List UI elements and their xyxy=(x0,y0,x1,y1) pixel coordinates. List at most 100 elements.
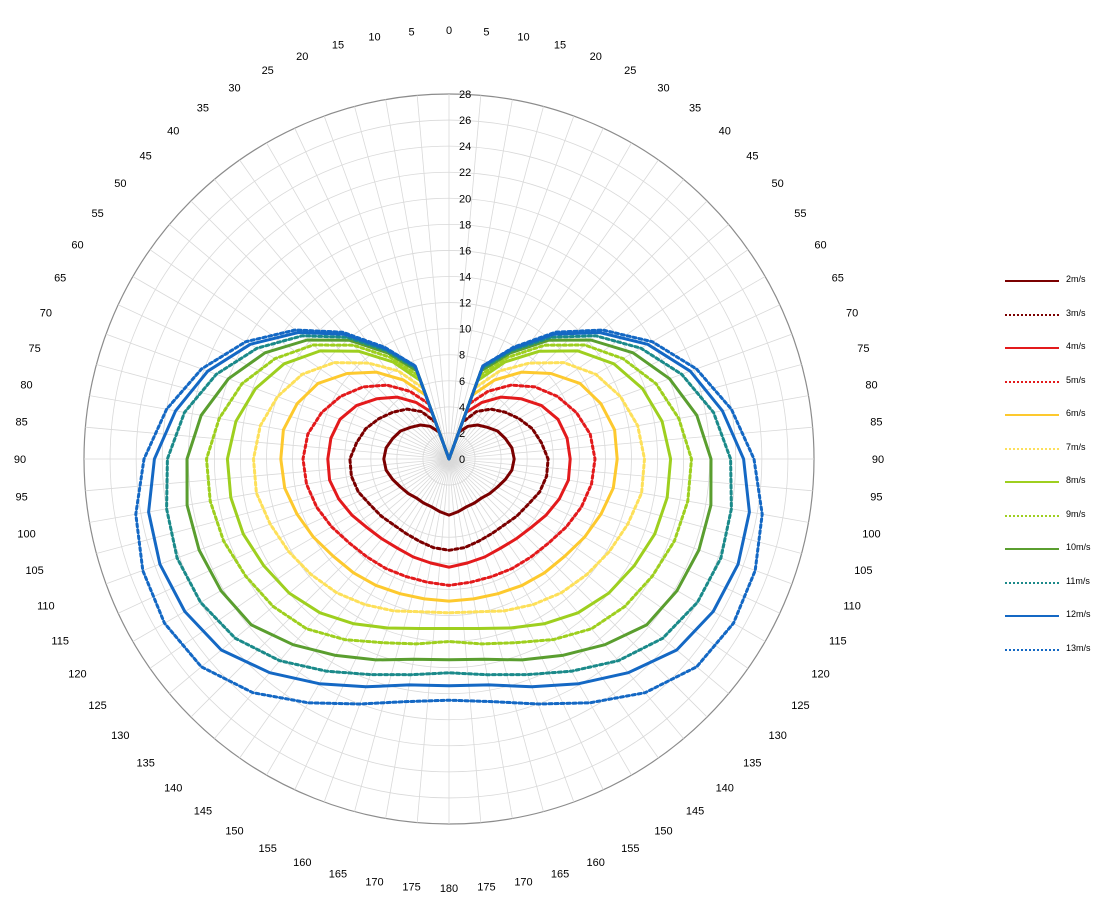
series-line-3m-s xyxy=(348,407,550,552)
grid-spoke xyxy=(448,458,659,759)
legend-item: 7m/s xyxy=(1005,440,1105,474)
series-line-2m-s xyxy=(382,423,516,517)
grid-spoke xyxy=(416,458,450,823)
grid-spoke xyxy=(85,426,450,460)
angle-label: 100 xyxy=(862,528,880,540)
grid-spoke xyxy=(448,276,766,460)
angle-label: 135 xyxy=(743,757,761,769)
grid-spoke xyxy=(132,276,450,460)
legend-label: 7m/s xyxy=(1066,441,1086,452)
angle-label: 95 xyxy=(870,491,882,503)
grid-spoke xyxy=(448,458,604,790)
angle-label: 155 xyxy=(621,843,639,855)
angle-label: 155 xyxy=(259,843,277,855)
grid-spoke xyxy=(385,458,450,819)
series-line-9m-s xyxy=(205,343,693,646)
radial-tick-label: 28 xyxy=(459,89,471,101)
angle-tick-labels: 0 5 10152025303540455055606570758085909510… xyxy=(14,25,884,895)
angle-label: 0 xyxy=(446,25,452,37)
radial-tick-label: 6 xyxy=(459,376,465,388)
angle-label: 100 xyxy=(17,528,35,540)
legend-swatch xyxy=(1005,648,1059,651)
angle-label: 30 xyxy=(228,82,240,94)
grid-spoke xyxy=(294,458,450,790)
angle-label: 110 xyxy=(37,601,55,613)
angle-label: 15 xyxy=(554,40,566,52)
grid-spoke xyxy=(448,426,813,460)
grid-spoke xyxy=(448,159,659,460)
grid-spoke xyxy=(190,200,450,460)
grid-spoke xyxy=(448,458,482,823)
radial-tick-label: 22 xyxy=(459,167,471,179)
angle-label: 115 xyxy=(51,635,69,647)
angle-label: 90 xyxy=(14,454,26,466)
radial-tick-label: 0 xyxy=(459,454,465,466)
angle-label: 50 xyxy=(114,178,126,190)
radial-tick-label: 16 xyxy=(459,245,471,257)
legend-label: 6m/s xyxy=(1066,408,1086,418)
angle-label: 5 xyxy=(483,27,489,39)
grid-spoke xyxy=(448,106,544,460)
legend: 2m/s 3m/s 4m/s 5m/s 6m/s 7m/s 8m/s 9m/s 10m/s 11m… xyxy=(1005,272,1105,674)
radial-tick-label: 12 xyxy=(459,298,471,310)
angle-label: 20 xyxy=(296,51,308,63)
grid-spoke xyxy=(89,395,450,460)
angle-label: 85 xyxy=(16,417,28,429)
grid-spoke xyxy=(266,458,450,776)
legend-swatch xyxy=(1005,615,1059,617)
grid-spoke xyxy=(448,458,544,812)
legend-label: 8m/s xyxy=(1066,475,1086,485)
angle-label: 125 xyxy=(88,700,106,712)
angle-label: 130 xyxy=(111,730,129,742)
angle-label: 140 xyxy=(716,783,734,795)
grid-spoke xyxy=(448,458,708,718)
grid-spoke xyxy=(323,458,450,803)
legend-item: 6m/s xyxy=(1005,406,1105,440)
angle-label: 120 xyxy=(811,669,829,681)
legend-label: 13m/s xyxy=(1066,642,1091,653)
legend-label: 9m/s xyxy=(1066,508,1086,519)
radial-tick-label: 8 xyxy=(459,350,465,362)
angle-label: 105 xyxy=(25,565,43,577)
angle-label: 40 xyxy=(167,125,179,137)
grid-spoke xyxy=(448,458,729,694)
angle-label: 45 xyxy=(746,151,758,163)
grid-spoke xyxy=(448,224,729,460)
grid-spoke xyxy=(448,458,575,803)
angle-label: 75 xyxy=(28,343,40,355)
angle-label: 25 xyxy=(262,65,274,77)
angle-label: 15 xyxy=(332,40,344,52)
angle-label: 75 xyxy=(857,343,869,355)
grid-spoke xyxy=(239,458,450,759)
radial-tick-label: 10 xyxy=(459,324,471,336)
angle-label: 175 xyxy=(402,881,420,893)
legend-swatch xyxy=(1005,581,1059,584)
grid-spoke xyxy=(448,200,708,460)
angle-label: 125 xyxy=(791,700,809,712)
series-line-5m-s xyxy=(301,383,597,587)
angle-label: 150 xyxy=(654,826,672,838)
angle-label: 80 xyxy=(865,380,877,392)
grid-spoke xyxy=(190,458,450,718)
angle-label: 65 xyxy=(832,273,844,285)
angle-label: 25 xyxy=(624,65,636,77)
legend-label: 4m/s xyxy=(1066,341,1086,351)
grid-spoke xyxy=(169,224,450,460)
angle-label: 30 xyxy=(657,82,669,94)
legend-label: 10m/s xyxy=(1066,542,1091,552)
grid-spoke xyxy=(448,304,780,460)
grid-spoke xyxy=(448,128,604,460)
radial-tick-label: 4 xyxy=(459,402,465,414)
legend-swatch xyxy=(1005,380,1059,383)
series-line-12m-s xyxy=(147,331,751,689)
series-lines xyxy=(134,328,764,706)
series-line-11m-s xyxy=(165,334,733,677)
angle-label: 175 xyxy=(477,881,495,893)
radial-tick-label: 18 xyxy=(459,219,471,231)
legend-swatch xyxy=(1005,548,1059,550)
angle-label: 145 xyxy=(686,805,704,817)
grid-spoke xyxy=(448,395,809,460)
grid-spoke xyxy=(448,458,813,492)
angle-label: 60 xyxy=(814,240,826,252)
